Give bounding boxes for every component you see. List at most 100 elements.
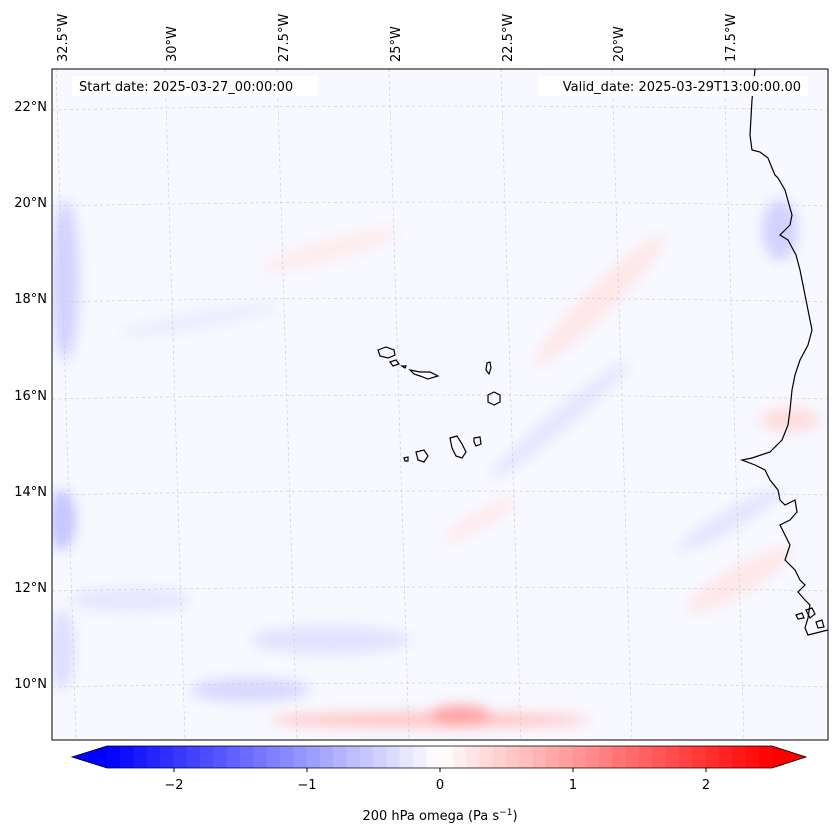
colorbar-tick-label: −2: [164, 778, 183, 793]
colorbar-cell: [466, 746, 480, 768]
island-sal: [485, 361, 492, 376]
lat-label-22n: 22°N: [14, 100, 47, 115]
lon-label-20w: 20°W: [612, 26, 627, 62]
colorbar-cell: [333, 746, 347, 768]
colorbar-cell: [279, 746, 294, 768]
colorbar-cell: [226, 746, 241, 768]
lat-label-10n: 10°N: [14, 677, 47, 692]
west-africa-coastline: [739, 69, 828, 636]
colorbar-cell: [319, 746, 334, 768]
colorbar-cell: [718, 746, 733, 768]
colorbar-cell: [240, 746, 254, 768]
island-maio: [473, 436, 482, 447]
colorbar-cell: [758, 746, 773, 768]
meridian-line: [276, 69, 298, 740]
bissagos-islands: [795, 607, 825, 629]
colorbar-gradient: [107, 746, 773, 768]
lon-label-22-5w: 22.5°W: [501, 14, 516, 62]
colorbar-cell: [293, 746, 308, 768]
colorbar-cell: [426, 746, 441, 768]
colorbar-cell: [572, 746, 587, 768]
parallel-line: [52, 490, 828, 496]
colorbar-cell: [386, 746, 401, 768]
omega-field: [52, 200, 820, 728]
lat-label-18n: 18°N: [14, 292, 47, 307]
colorbar-cell: [133, 746, 148, 768]
lon-label-30w: 30°W: [165, 26, 180, 62]
island-fogo: [415, 449, 429, 463]
island-boa-vista: [487, 391, 501, 406]
colorbar-cell: [639, 746, 653, 768]
colorbar-cell: [506, 746, 520, 768]
colorbar-cell: [692, 746, 707, 768]
lon-label-17-5w: 17.5°W: [724, 14, 739, 62]
parallel-line: [52, 105, 828, 111]
latitude-labels: 22°N 20°N 18°N 16°N 14°N 12°N 10°N: [14, 100, 47, 692]
meridian-line: [500, 69, 522, 740]
longitude-labels: 32.5°W 30°W 27.5°W 25°W 22.5°W 20°W 17.5…: [56, 14, 739, 62]
lat-label-12n: 12°N: [14, 581, 47, 596]
colorbar-cell: [306, 746, 321, 768]
colorbar-cell: [373, 746, 387, 768]
colorbar-cell: [479, 746, 494, 768]
lon-label-32-5w: 32.5°W: [56, 14, 71, 62]
colorbar-cell: [559, 746, 574, 768]
lon-label-27-5w: 27.5°W: [277, 14, 292, 62]
colorbar-cell: [200, 746, 214, 768]
colorbar-cell: [732, 746, 746, 768]
map-panel-background: [52, 69, 828, 740]
colorbar-cell: [612, 746, 627, 768]
island-santo-antao: [377, 346, 396, 359]
colorbar-max-extension: [772, 746, 806, 768]
graticule: [52, 69, 828, 740]
colorbar-cell: [160, 746, 175, 768]
colorbar-cell: [532, 746, 547, 768]
colorbar-label: 200 hPa omega (Pa s−1): [362, 808, 517, 824]
island-santa-luzia: [400, 365, 407, 369]
colorbar-cell: [266, 746, 281, 768]
colorbar-cell: [186, 746, 201, 768]
colorbar-outline: [70, 745, 808, 769]
coastline-layer: [377, 69, 828, 636]
start-date-label: Start date: 2025-03-27_00:00:00: [79, 80, 293, 95]
valid-date-box: [538, 76, 808, 96]
colorbar-cell: [519, 746, 534, 768]
meridian-line: [388, 69, 410, 740]
colorbar-cell: [439, 746, 454, 768]
start-date-box: [72, 76, 318, 96]
colorbar-cell: [412, 746, 427, 768]
lon-label-25w: 25°W: [389, 26, 404, 62]
colorbar-cell: [146, 746, 161, 768]
parallel-line: [52, 297, 828, 303]
valid-date-label: Valid_date: 2025-03-29T13:00:00.00: [563, 80, 801, 95]
colorbar-cell: [399, 746, 414, 768]
colorbar: −2 −1 0 1 2 200 hPa omega (Pa s−1): [70, 745, 808, 824]
colorbar-cell: [452, 746, 467, 768]
meridian-line: [611, 69, 633, 740]
parallel-line: [52, 394, 828, 400]
colorbar-cell: [253, 746, 268, 768]
map-frame: [51, 68, 829, 741]
colorbar-label-close: ): [512, 809, 517, 824]
colorbar-cell: [652, 746, 667, 768]
island-sao-nicolau: [408, 369, 440, 380]
parallel-line: [52, 682, 828, 688]
colorbar-cell: [545, 746, 560, 768]
colorbar-cell: [359, 746, 374, 768]
colorbar-cell: [705, 746, 720, 768]
meridian-line: [55, 69, 77, 740]
colorbar-label-superscript: −1: [499, 808, 512, 818]
lat-label-14n: 14°N: [14, 485, 47, 500]
colorbar-cell: [665, 746, 680, 768]
meridian-line: [723, 69, 745, 740]
island-sao-vicente: [389, 359, 400, 367]
colorbar-min-extension: [72, 746, 107, 768]
parallel-line: [52, 586, 828, 592]
colorbar-tick-label: 2: [702, 778, 710, 793]
colorbar-tick-label: 1: [569, 778, 577, 793]
colorbar-cell: [120, 746, 135, 768]
colorbar-cell: [625, 746, 640, 768]
colorbar-cell: [173, 746, 188, 768]
colorbar-cell: [599, 746, 613, 768]
